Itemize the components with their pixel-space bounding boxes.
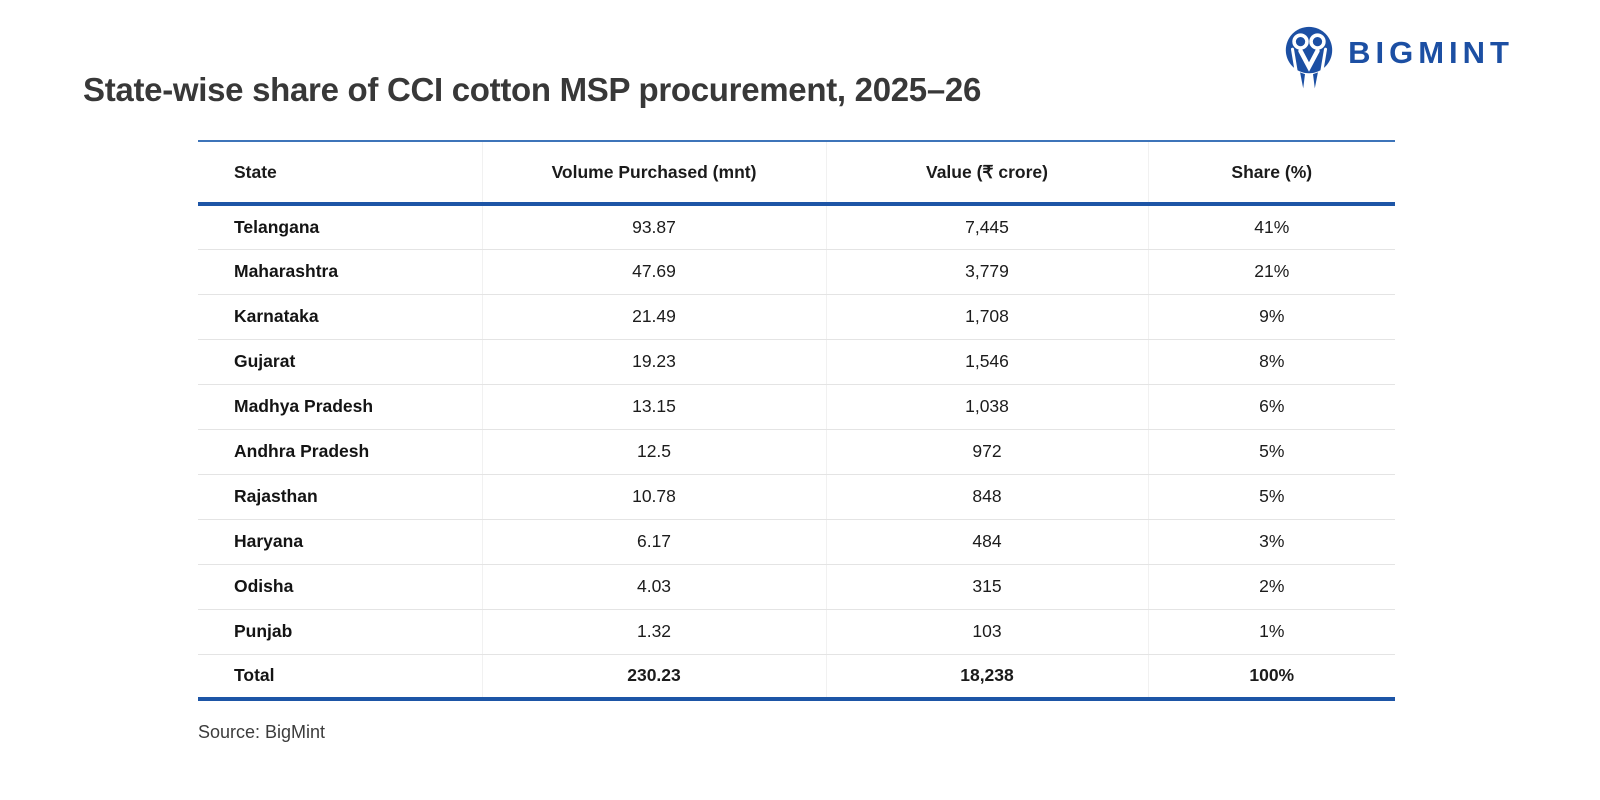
cell-volume: 19.23 [481, 339, 826, 385]
table-header-row: State Volume Purchased (mnt) Value (₹ cr… [198, 140, 1395, 206]
cell-volume: 12.5 [481, 429, 826, 475]
procurement-table: State Volume Purchased (mnt) Value (₹ cr… [198, 140, 1395, 701]
table-row-andhra-pradesh: Andhra Pradesh 12.5 972 5% [198, 429, 1395, 475]
cell-share: 5% [1147, 474, 1395, 520]
cell-total-label: Total [198, 654, 482, 701]
cell-volume: 1.32 [481, 609, 826, 655]
cell-share: 5% [1147, 429, 1395, 475]
cell-state: Karnataka [198, 294, 482, 340]
cell-share: 8% [1147, 339, 1395, 385]
cell-value: 972 [825, 429, 1148, 475]
cell-state: Telangana [198, 204, 482, 250]
cell-total-volume: 230.23 [481, 654, 826, 701]
cell-share: 41% [1147, 204, 1395, 250]
cell-value: 1,546 [825, 339, 1148, 385]
column-header-state: State [198, 140, 482, 206]
bigmint-logo-icon [1285, 26, 1333, 89]
cell-value: 7,445 [825, 204, 1148, 250]
cell-volume: 10.78 [481, 474, 826, 520]
table-row-odisha: Odisha 4.03 315 2% [198, 564, 1395, 610]
table-row-rajasthan: Rajasthan 10.78 848 5% [198, 474, 1395, 520]
cell-share: 9% [1147, 294, 1395, 340]
cell-value: 848 [825, 474, 1148, 520]
cell-state: Punjab [198, 609, 482, 655]
cell-state: Haryana [198, 519, 482, 565]
cell-value: 1,708 [825, 294, 1148, 340]
cell-volume: 93.87 [481, 204, 826, 250]
cell-share: 21% [1147, 249, 1395, 295]
cell-value: 3,779 [825, 249, 1148, 295]
column-header-volume: Volume Purchased (mnt) [481, 140, 826, 206]
cell-value: 1,038 [825, 384, 1148, 430]
bigmint-logo: BIGMINT [1282, 26, 1514, 92]
cell-state: Andhra Pradesh [198, 429, 482, 475]
table-row-gujarat: Gujarat 19.23 1,546 8% [198, 339, 1395, 385]
page-title: State-wise share of CCI cotton MSP procu… [83, 71, 982, 108]
cell-value: 315 [825, 564, 1148, 610]
column-header-share: Share (%) [1147, 140, 1395, 206]
cell-total-value: 18,238 [825, 654, 1148, 701]
cell-state: Madhya Pradesh [198, 384, 482, 430]
bigmint-logo-wordmark: BIGMINT [1348, 34, 1514, 70]
table-row-madhya-pradesh: Madhya Pradesh 13.15 1,038 6% [198, 384, 1395, 430]
cell-volume: 47.69 [481, 249, 826, 295]
table-row-punjab: Punjab 1.32 103 1% [198, 609, 1395, 655]
cell-volume: 4.03 [481, 564, 826, 610]
cell-share: 1% [1147, 609, 1395, 655]
source-note: Source: BigMint [198, 722, 326, 742]
cell-volume: 13.15 [481, 384, 826, 430]
table-row-karnataka: Karnataka 21.49 1,708 9% [198, 294, 1395, 340]
cell-state: Gujarat [198, 339, 482, 385]
cell-state: Rajasthan [198, 474, 482, 520]
cell-share: 2% [1147, 564, 1395, 610]
cell-volume: 21.49 [481, 294, 826, 340]
cell-value: 103 [825, 609, 1148, 655]
column-header-value: Value (₹ crore) [825, 140, 1148, 206]
cell-value: 484 [825, 519, 1148, 565]
table-row-total: Total 230.23 18,238 100% [198, 654, 1395, 701]
cell-state: Maharashtra [198, 249, 482, 295]
table-row-telangana: Telangana 93.87 7,445 41% [198, 204, 1395, 250]
table-row-maharashtra: Maharashtra 47.69 3,779 21% [198, 249, 1395, 295]
cell-volume: 6.17 [481, 519, 826, 565]
cell-share: 3% [1147, 519, 1395, 565]
table-row-haryana: Haryana 6.17 484 3% [198, 519, 1395, 565]
cell-total-share: 100% [1147, 654, 1395, 701]
cell-state: Odisha [198, 564, 482, 610]
cell-share: 6% [1147, 384, 1395, 430]
